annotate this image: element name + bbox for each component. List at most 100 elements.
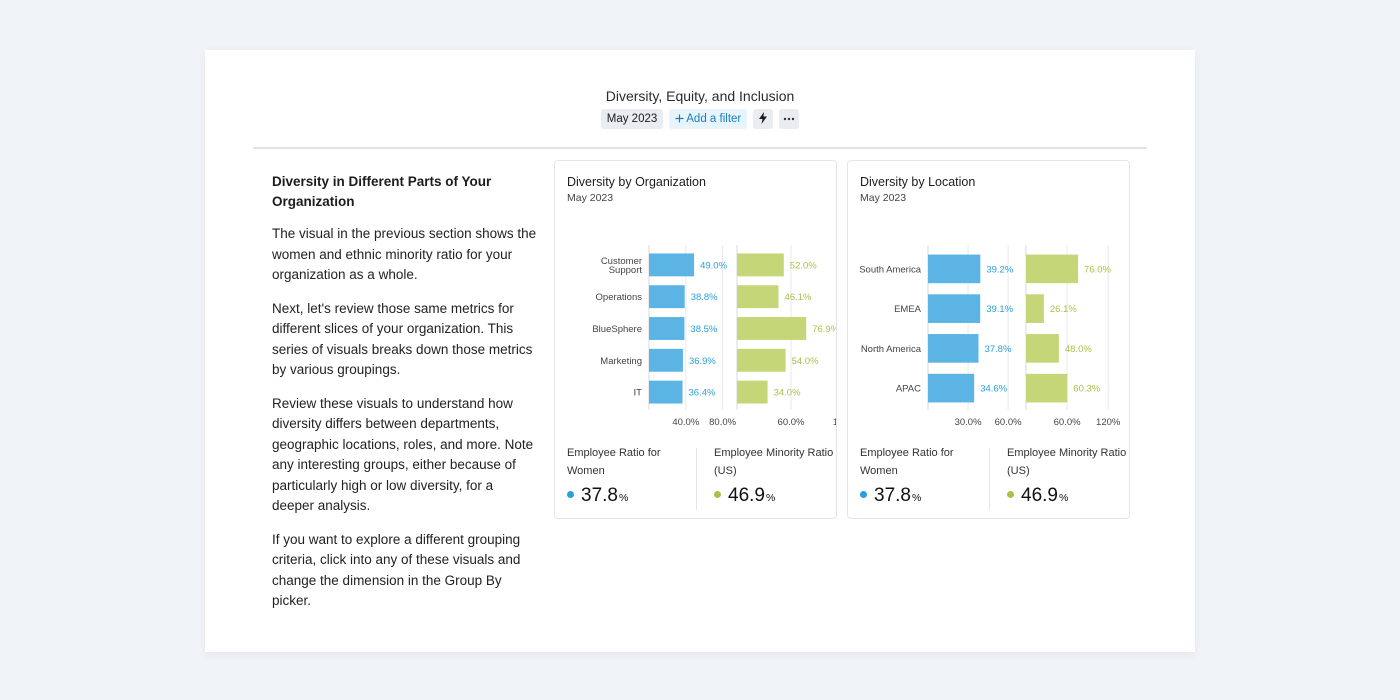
more-options-button[interactable] (779, 109, 800, 129)
minority-bar[interactable] (737, 380, 768, 404)
bar-value-label: 52.0% (790, 260, 817, 271)
x-tick-label: 60.0% (1054, 417, 1081, 428)
percent-unit: % (765, 492, 776, 504)
category-label: Customer (601, 256, 642, 267)
category-label: North America (861, 344, 922, 355)
women-kpi-label: Employee Ratio for Women (860, 447, 954, 477)
location-bar-chart: 30.0% 60.0% 60.0% 120% South America 39.2% 76.… (859, 245, 1121, 428)
bar-value-label: 34.0% (774, 388, 801, 399)
article-paragraph: The visual in the previous section shows… (272, 226, 537, 282)
category-label: BlueSphere (592, 324, 642, 335)
category-label: APAC (896, 384, 921, 395)
bar-value-label: 49.0% (700, 260, 727, 271)
bar-value-label: 38.5% (690, 324, 717, 335)
org-diversity-card[interactable]: Diversity by Organization May 2023 40.0%… (554, 160, 837, 519)
minority-kpi: Employee Minority Ratio (US) 46.9 % (1007, 444, 1137, 510)
minority-kpi-value: 46.9 (728, 485, 765, 506)
x-tick-label: 30.0% (955, 417, 982, 428)
plus-icon (675, 114, 684, 123)
more-icon (784, 117, 795, 121)
location-diversity-card[interactable]: Diversity by Location May 2023 30.0% 60.0… (847, 160, 1130, 519)
percent-unit: % (1058, 492, 1069, 504)
women-bar[interactable] (649, 348, 683, 372)
minority-dot-icon (714, 491, 721, 498)
women-bar[interactable] (649, 253, 695, 277)
bar-value-label: 48.0% (1065, 344, 1092, 355)
date-filter-chip[interactable]: May 2023 (600, 109, 664, 129)
card-subtitle: May 2023 (567, 192, 614, 204)
women-bar[interactable] (928, 254, 981, 284)
report-header: Diversity, Equity, and Inclusion May 202… (205, 50, 1195, 150)
minority-bar[interactable] (1026, 254, 1079, 284)
lightning-icon (759, 112, 768, 124)
bar-value-label: 46.1% (784, 292, 811, 303)
minority-bar[interactable] (1026, 294, 1044, 323)
lightning-button[interactable] (753, 109, 774, 129)
minority-bar[interactable] (737, 317, 807, 340)
minority-kpi-value: 46.9 (1021, 485, 1058, 506)
bar-value-label: 39.1% (986, 304, 1013, 315)
card-title: Diversity by Location (860, 175, 976, 189)
bar-value-label: 38.8% (691, 292, 718, 303)
bar-value-label: 76.0% (1084, 264, 1111, 275)
x-tick-label: 120% (1096, 417, 1121, 428)
x-tick-label: 40.0% (672, 417, 699, 428)
kpi-row: Employee Ratio for Women 37.8 % Employee… (848, 444, 1129, 510)
bar-value-label: 39.2% (986, 264, 1013, 275)
kpi-row: Employee Ratio for Women 37.8 % Employee… (555, 444, 836, 510)
header-divider (253, 147, 1147, 149)
x-tick-label: 80.0% (709, 417, 736, 428)
article-paragraph: If you want to explore a different group… (272, 531, 521, 609)
category-label: Support (609, 265, 643, 276)
women-bar[interactable] (649, 285, 685, 309)
women-kpi-value: 37.8 (581, 485, 618, 506)
bar-value-label: 37.8% (984, 344, 1011, 355)
category-label: EMEA (894, 304, 922, 315)
minority-kpi-label: Employee Minority Ratio (US) (714, 447, 834, 477)
filter-toolbar: May 2023 Add a filter (205, 109, 1195, 129)
bar-value-label: 60.3% (1073, 384, 1100, 395)
percent-unit: % (911, 492, 922, 504)
article-paragraph: Next, let's review those same metrics fo… (272, 300, 533, 378)
women-dot-icon (860, 491, 867, 498)
add-filter-button[interactable]: Add a filter (669, 109, 748, 129)
category-label: South America (859, 264, 921, 275)
bar-value-label: 36.9% (689, 356, 716, 367)
minority-bar[interactable] (737, 285, 779, 309)
category-label: Operations (596, 292, 643, 303)
kpi-divider (989, 448, 990, 510)
women-dot-icon (567, 491, 574, 498)
minority-kpi: Employee Minority Ratio (US) 46.9 % (714, 444, 844, 510)
women-bar[interactable] (928, 294, 981, 323)
percent-unit: % (618, 492, 629, 504)
women-kpi: Employee Ratio for Women 37.8 % (860, 444, 990, 510)
minority-bar[interactable] (1026, 373, 1068, 403)
add-filter-label: Add a filter (686, 113, 742, 125)
minority-bar[interactable] (737, 253, 784, 277)
x-tick-label: 60.0% (995, 417, 1022, 428)
bar-value-label: 26.1% (1050, 304, 1077, 315)
bar-value-label: 76.9% (812, 324, 836, 335)
bar-value-label: 36.4% (688, 388, 715, 399)
category-label: Marketing (600, 356, 642, 367)
minority-bar[interactable] (1026, 334, 1059, 363)
women-kpi-label: Employee Ratio for Women (567, 447, 661, 477)
minority-kpi-label: Employee Minority Ratio (US) (1007, 447, 1127, 477)
article-paragraph: Review these visuals to understand how d… (272, 395, 534, 514)
kpi-divider (696, 448, 697, 510)
x-tick-label: 60.0% (778, 417, 805, 428)
women-kpi: Employee Ratio for Women 37.8 % (567, 444, 697, 510)
bar-value-label: 34.6% (980, 384, 1007, 395)
article-heading: Diversity in Different Parts of Your Org… (272, 174, 492, 209)
women-bar[interactable] (928, 373, 975, 403)
report-page: Diversity, Equity, and Inclusion May 202… (205, 50, 1195, 652)
category-label: IT (634, 388, 643, 399)
women-bar[interactable] (649, 380, 683, 404)
women-bar[interactable] (649, 317, 685, 340)
x-tick-label: 120% (833, 417, 836, 428)
report-title: Diversity, Equity, and Inclusion (605, 88, 795, 104)
women-bar[interactable] (928, 334, 979, 363)
bar-value-label: 54.0% (792, 356, 819, 367)
minority-bar[interactable] (737, 348, 786, 372)
